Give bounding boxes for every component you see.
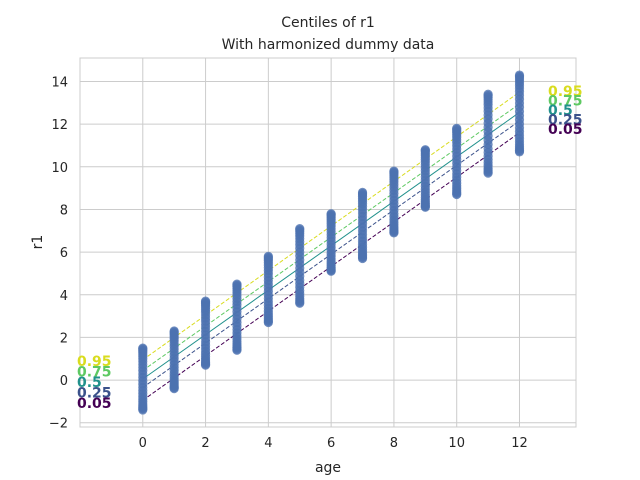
data-point [326, 209, 336, 219]
data-point [420, 145, 430, 155]
data-point [483, 89, 493, 99]
x-tick-label: 4 [264, 436, 272, 451]
centile-label-right: 0.25 [548, 113, 583, 129]
data-point [200, 296, 211, 306]
centile-label-left: 0.95 [77, 354, 112, 370]
x-tick-label: 6 [327, 436, 335, 451]
centile-label-left: 0.75 [77, 365, 112, 381]
data-point [452, 123, 462, 133]
data-points [138, 70, 525, 415]
grid [80, 58, 576, 427]
y-tick-label: 0 [60, 374, 68, 389]
data-point [263, 251, 273, 261]
x-tick-label: 8 [390, 436, 398, 451]
y-tick-label: 12 [51, 118, 68, 133]
x-tick-label: 2 [201, 436, 209, 451]
x-axis-label: age [315, 460, 341, 476]
plot-frame [79, 57, 577, 428]
x-tick-labels: 0 2 4 6 8 10 12 [139, 436, 528, 451]
data-point [357, 187, 368, 197]
y-tick-label: 6 [60, 246, 68, 261]
x-tick-label: 12 [511, 436, 528, 451]
y-tick-label: 10 [51, 161, 68, 176]
centile-label-left: 0.5 [77, 375, 102, 391]
y-axis-label: r1 [30, 235, 46, 250]
y-tick-label: 4 [60, 289, 68, 304]
y-tick-label: 14 [51, 75, 68, 90]
y-tick-label: −2 [49, 417, 68, 432]
centile-label-right: 0.5 [548, 103, 573, 119]
x-tick-label: 0 [139, 436, 147, 451]
centile-label-right: 0.75 [548, 94, 583, 110]
y-tick-labels: −2 0 2 4 6 8 10 12 14 [49, 75, 68, 431]
centile-label-left: 0.05 [77, 396, 112, 412]
centile-label-right: 0.05 [548, 122, 583, 138]
x-tick-label: 10 [448, 436, 465, 451]
chart-subtitle: With harmonized dummy data [222, 37, 435, 53]
chart-title: Centiles of r1 [281, 15, 375, 31]
data-point [169, 326, 179, 336]
centile-label-right: 0.95 [548, 84, 583, 100]
centile-label-left: 0.25 [77, 386, 112, 402]
data-point [138, 343, 148, 353]
data-point [295, 224, 305, 234]
data-point [514, 70, 525, 80]
centile-labels: 0.950.950.750.750.50.50.250.250.050.05 [77, 84, 583, 412]
data-point [389, 166, 399, 176]
y-tick-label: 8 [60, 203, 68, 218]
data-point [232, 279, 242, 289]
y-tick-label: 2 [60, 331, 68, 346]
